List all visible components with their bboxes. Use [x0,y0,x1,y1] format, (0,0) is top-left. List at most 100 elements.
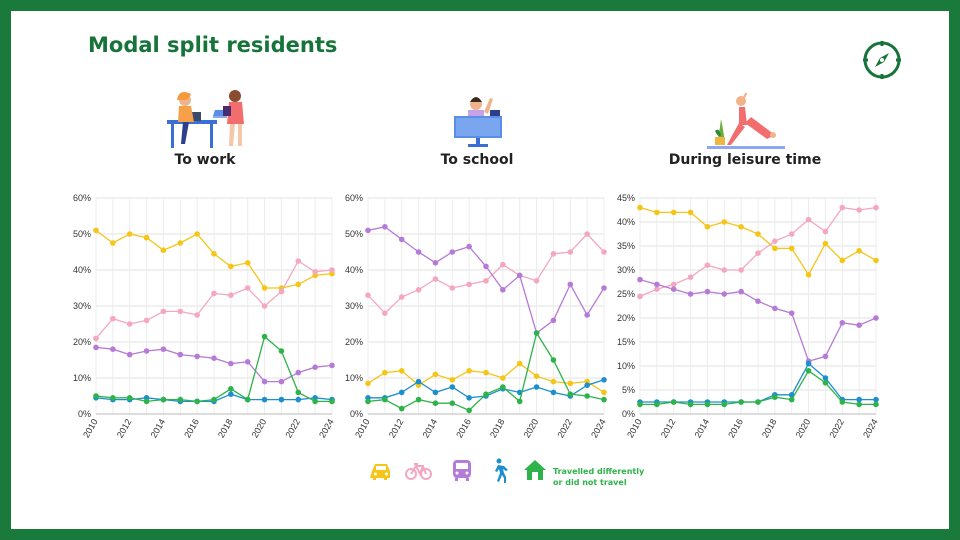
data-point-bus [261,378,268,385]
data-point-bus [584,312,590,318]
data-point-other [312,398,318,405]
y-tick-label: 25% [617,289,635,299]
data-point-bus [721,291,728,297]
car-icon [370,464,390,480]
y-tick-label: 35% [617,241,635,251]
data-point-bicycle [194,312,200,318]
yoga-illustration [707,93,785,149]
data-point-bus [143,348,150,354]
data-point-other [211,396,217,403]
data-point-car [93,227,99,234]
data-point-other [261,333,268,340]
people-working-illustration [167,90,244,148]
data-point-bus [432,260,439,266]
data-point-car [177,240,184,246]
data-point-car [772,245,778,252]
data-point-bus [365,227,371,234]
data-point-bus [382,224,388,230]
data-point-other [805,368,812,374]
data-point-bicycle [126,321,133,327]
data-point-car [721,219,728,225]
data-point-car [244,260,251,266]
data-point-other [432,400,439,406]
y-tick-label: 20% [73,337,91,347]
data-point-bus [211,355,217,361]
data-point-bicycle [654,286,660,292]
data-point-car [449,377,456,383]
data-point-bicycle [261,303,268,309]
data-point-bus [637,276,643,283]
data-point-other [295,389,302,396]
data-point-walking [822,375,829,381]
data-point-car [194,231,200,237]
data-point-bus [856,322,862,328]
compass-icon [863,41,901,79]
data-point-bicycle [584,231,590,237]
data-point-bicycle [228,292,234,298]
data-point-other [382,396,388,403]
x-tick-label: 2022 [827,417,846,439]
data-point-bus [228,360,234,367]
data-point-other [839,399,846,405]
data-point-other [822,380,829,386]
data-point-car [483,369,489,376]
data-point-car [687,209,694,216]
x-tick-label: 2014 [421,417,440,439]
data-point-bus [704,288,711,295]
data-point-car [261,285,268,291]
data-point-bicycle [670,281,677,288]
data-point-car [500,375,506,381]
data-point-bus [312,364,318,370]
bicycle-icon [405,463,432,480]
data-point-bicycle [738,267,744,273]
y-tick-label: 10% [345,373,363,383]
data-point-other [721,401,728,408]
chart-title-school: To school [440,152,514,168]
data-point-bicycle [805,216,812,223]
data-point-walking [432,389,439,396]
data-point-walking [278,396,285,403]
y-tick-label: 10% [617,361,635,371]
line-chart-to-work: 0% 10% 20% 30% 40% 50% 60% 2010 2012 2014 2016 2018… [73,193,336,440]
data-point-bicycle [637,293,643,300]
data-point-car [126,231,133,237]
x-tick-label: 2020 [250,417,269,439]
data-point-walking [398,389,405,396]
y-tick-label: 40% [617,217,635,227]
data-point-car [398,368,405,374]
x-tick-label: 2018 [216,417,235,439]
data-point-bus [822,353,829,360]
data-point-other [755,399,761,405]
data-point-bicycle [177,308,184,315]
data-point-car [637,204,643,211]
line-chart-leisure: 0% 5% 10% 15% 20% 25% 30% 35% 40% 45% 2010 2012 2014… [617,193,880,440]
data-point-bus [839,320,846,326]
data-point-other [160,396,167,403]
x-tick-label: 2020 [522,417,541,439]
data-point-bicycle [822,228,829,235]
data-point-bus [788,310,795,316]
data-point-bicycle [466,281,472,288]
data-point-bicycle [483,278,489,284]
data-point-car [873,257,879,264]
data-point-car [856,248,862,254]
data-point-other [126,395,133,401]
data-point-bicycle [211,290,217,297]
data-point-other [687,401,694,408]
data-point-bus [126,351,133,358]
x-tick-label: 2018 [488,417,507,439]
walking-icon [495,458,508,483]
y-tick-label: 20% [617,313,635,323]
data-point-bicycle [382,310,388,316]
data-point-car [143,234,150,241]
data-point-other [244,396,251,403]
y-tick-label: 0% [350,409,363,419]
legend-other-line1: Travelled differently [553,467,645,476]
data-point-other [873,401,879,408]
data-point-bus [500,287,506,293]
data-point-bicycle [143,317,150,324]
data-point-car [110,240,116,246]
data-point-bus [687,291,694,297]
data-point-car [839,257,846,264]
data-point-car [365,380,371,387]
